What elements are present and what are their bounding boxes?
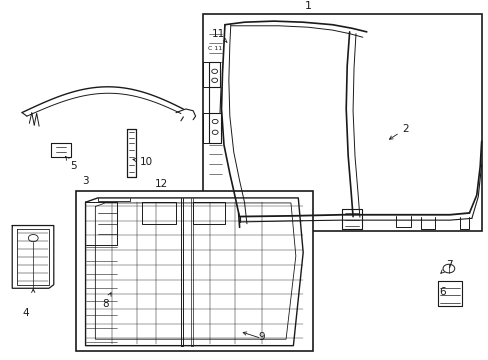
Text: 2: 2 [388, 124, 408, 139]
Text: 6: 6 [438, 287, 445, 297]
Text: 7: 7 [440, 260, 452, 273]
Text: C 11: C 11 [208, 45, 222, 50]
Text: 3: 3 [82, 176, 89, 186]
Text: 5: 5 [65, 156, 77, 171]
Bar [203, 14, 481, 231]
Text: 10: 10 [133, 157, 153, 167]
Bar [76, 192, 312, 351]
Text: 1: 1 [304, 1, 311, 11]
Text: 9: 9 [258, 332, 264, 342]
Text: 12: 12 [154, 179, 168, 189]
Text: 8: 8 [102, 293, 111, 309]
Text: 4: 4 [22, 309, 29, 318]
Text: 11: 11 [211, 30, 226, 42]
